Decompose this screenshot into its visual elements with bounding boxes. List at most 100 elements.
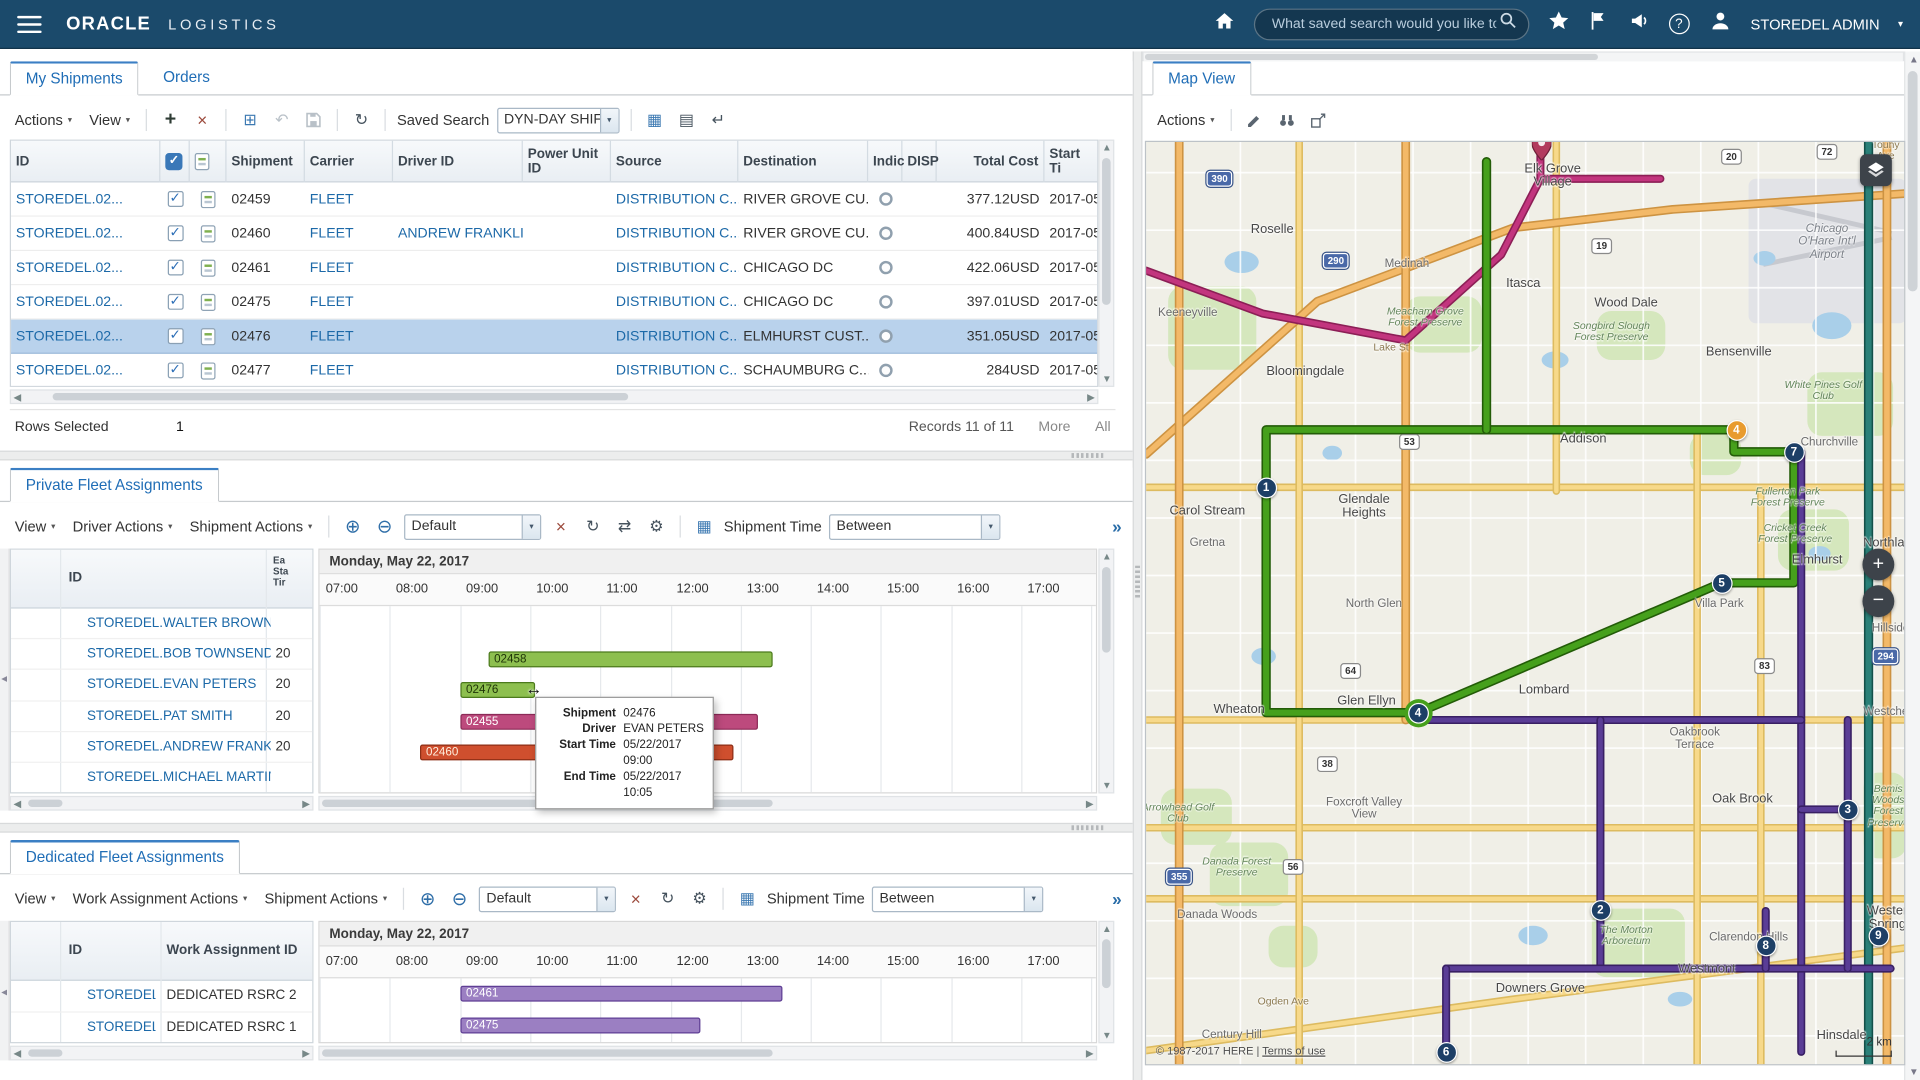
work-assignment-row[interactable]: STOREDEL.D DEDICATED RSRC 1 — [11, 1013, 312, 1042]
scroll-right-icon[interactable]: ▶ — [1085, 1048, 1094, 1060]
zoom-preset-dropdown[interactable]: Default ▾ — [404, 513, 542, 540]
scrollbar-thumb[interactable] — [1102, 566, 1111, 653]
dropdown-arrow-icon[interactable]: ▾ — [599, 108, 618, 132]
map-actions-menu[interactable]: Actions ▾ — [1157, 111, 1215, 129]
column-header-indic[interactable]: Indic — [868, 140, 904, 183]
panel-splitter[interactable] — [0, 450, 1133, 461]
column-header-driver[interactable]: Driver ID — [393, 140, 523, 183]
home-icon[interactable] — [1213, 10, 1235, 38]
column-header-power-unit[interactable]: Power Unit ID — [523, 140, 612, 183]
column-header-source[interactable]: Source — [611, 140, 739, 183]
table-view-button[interactable]: ▦ — [739, 888, 755, 908]
region-splitter[interactable] — [1132, 51, 1143, 1080]
map-canvas[interactable] — [1146, 142, 1905, 1065]
dedicated-vertical-scrollbar[interactable]: ▲ ▼ — [1098, 920, 1115, 1044]
undo-button[interactable]: ↶ — [275, 110, 289, 129]
map-stop-marker[interactable]: 4 — [1407, 702, 1429, 724]
options-button[interactable]: ⚙ — [692, 888, 707, 908]
driver-id-link[interactable]: STOREDEL.MICHAEL MARTIN — [86, 770, 271, 785]
private-grid-hscrollbar[interactable]: ◀ ▶ — [9, 795, 314, 811]
scrollbar-thumb[interactable] — [28, 1049, 63, 1057]
driver-row[interactable]: STOREDEL.EVAN PETERS 20 — [11, 670, 313, 702]
driver-id-link[interactable]: STOREDEL.ANDREW FRANKLIN — [86, 739, 271, 754]
map-zoom-in-button[interactable]: + — [1862, 548, 1895, 581]
earliest-start-column-header[interactable]: Ea Sta Tir — [273, 554, 289, 588]
scroll-down-icon[interactable]: ▼ — [1908, 1066, 1919, 1078]
refresh-button[interactable]: ↻ — [354, 110, 369, 129]
save-button[interactable] — [301, 108, 325, 132]
help-icon[interactable]: ? — [1668, 13, 1690, 35]
row-checkbox[interactable]: ✓ — [167, 328, 184, 345]
shipment-id-link[interactable]: STOREDEL.02... — [15, 260, 123, 276]
window-vertical-scrollbar[interactable]: ▲ ▼ — [1904, 51, 1920, 1080]
flag-icon[interactable] — [1588, 10, 1610, 38]
view-menu[interactable]: View ▾ — [89, 111, 131, 129]
scroll-up-icon[interactable]: ▲ — [1908, 53, 1919, 65]
driver-id-link[interactable]: STOREDEL.WALTER BROWN — [86, 615, 271, 631]
shipment-details-icon[interactable] — [200, 328, 216, 346]
toolbar-overflow-button[interactable]: » — [1112, 516, 1122, 537]
indicator-icon[interactable] — [878, 227, 893, 241]
shipment-details-icon[interactable] — [200, 293, 216, 311]
source-link[interactable]: DISTRIBUTION C... — [615, 329, 739, 345]
row-checkbox[interactable]: ✓ — [167, 294, 184, 311]
scroll-left-icon[interactable]: ◀ — [13, 391, 22, 403]
shipment-details-icon[interactable] — [200, 362, 216, 380]
map-stop-marker[interactable]: 3 — [1837, 798, 1859, 820]
driver-row[interactable]: STOREDEL.PAT SMITH 20 — [11, 701, 313, 732]
shipment-id-link[interactable]: STOREDEL.02... — [15, 363, 123, 379]
scroll-up-icon[interactable]: ▲ — [1102, 551, 1112, 563]
all-link[interactable]: All — [1094, 419, 1111, 435]
table-row[interactable]: STOREDEL.02... ✓ 02459 FLEET DISTRIBUTIO… — [11, 182, 1098, 217]
zoom-in-icon[interactable]: ⊕ — [419, 888, 436, 910]
source-link[interactable]: DISTRIBUTION C... — [615, 226, 739, 242]
table-row[interactable]: STOREDEL.02... ✓ 02460 FLEET ANDREW FRAN… — [11, 216, 1098, 252]
delete-button[interactable]: × — [197, 110, 208, 130]
column-header-start-time[interactable]: Start Ti — [1049, 146, 1081, 177]
indicator-icon[interactable] — [878, 364, 893, 378]
announcements-icon[interactable] — [1628, 10, 1650, 38]
table-row[interactable]: STOREDEL.02... ✓ 02461 FLEET DISTRIBUTIO… — [11, 251, 1098, 286]
driver-actions-menu[interactable]: Driver Actions ▾ — [72, 517, 173, 536]
carrier-link[interactable]: FLEET — [309, 295, 354, 310]
driver-id-link[interactable]: STOREDEL.EVAN PETERS — [86, 677, 257, 693]
saved-search-dropdown[interactable]: DYN-DAY SHIF ▾ — [496, 107, 620, 133]
dropdown-arrow-icon[interactable]: ▾ — [521, 514, 541, 539]
tab-map-view[interactable]: Map View — [1152, 61, 1252, 96]
indicator-icon[interactable] — [878, 192, 893, 207]
scroll-right-icon[interactable]: ▶ — [1085, 798, 1094, 810]
layers-button[interactable] — [1860, 154, 1892, 187]
private-vertical-scrollbar[interactable]: ▲ ▼ — [1098, 548, 1115, 794]
add-button[interactable]: + — [164, 108, 177, 130]
gantt-bar-02476[interactable]: 02476 — [459, 682, 536, 699]
gantt-bar-02461[interactable]: 02461 — [459, 985, 783, 1002]
dropdown-arrow-icon[interactable]: ▾ — [1024, 887, 1043, 911]
column-header-destination[interactable]: Destination — [738, 140, 869, 183]
zoom-in-icon[interactable]: ⊕ — [345, 516, 361, 538]
dedicated-grid-hscrollbar[interactable]: ◀ ▶ — [9, 1045, 314, 1061]
driver-id-link[interactable]: STOREDEL.BOB TOWNSEND — [86, 646, 271, 662]
shipments-vertical-scrollbar[interactable]: ▲ ▼ — [1098, 139, 1115, 387]
map-stop-marker[interactable]: 4 — [1725, 419, 1747, 441]
source-link[interactable]: DISTRIBUTION C... — [615, 192, 739, 207]
refresh-button[interactable]: ↻ — [586, 516, 600, 536]
carrier-link[interactable]: FLEET — [309, 260, 354, 276]
driver-id-link[interactable]: STOREDEL.PAT SMITH — [86, 708, 233, 724]
tab-private-fleet-assignments[interactable]: Private Fleet Assignments — [9, 467, 219, 503]
map-stop-marker[interactable]: 5 — [1711, 572, 1733, 594]
clear-button[interactable]: × — [555, 516, 566, 537]
scrollbar-thumb[interactable] — [1102, 157, 1111, 305]
table-row[interactable]: STOREDEL.02... ✓ 02475 FLEET DISTRIBUTIO… — [11, 285, 1098, 320]
scroll-right-icon[interactable]: ▶ — [302, 798, 310, 810]
row-checkbox[interactable]: ✓ — [167, 225, 184, 242]
work-assignment-actions-menu[interactable]: Work Assignment Actions ▾ — [72, 890, 248, 908]
shipment-id-link[interactable]: STOREDEL.02... — [15, 295, 123, 310]
column-header-id[interactable]: ID — [11, 140, 161, 183]
splitter-grip[interactable] — [1135, 565, 1141, 598]
refresh-button[interactable]: ↻ — [660, 888, 675, 908]
select-all-header[interactable]: ✓ — [160, 140, 190, 183]
mass-update-button[interactable]: ⊞ — [243, 110, 257, 129]
scrollbar-thumb[interactable] — [1907, 71, 1918, 292]
details-column-header[interactable] — [190, 140, 227, 183]
user-menu[interactable]: STOREDEL ADMIN — [1750, 15, 1880, 33]
